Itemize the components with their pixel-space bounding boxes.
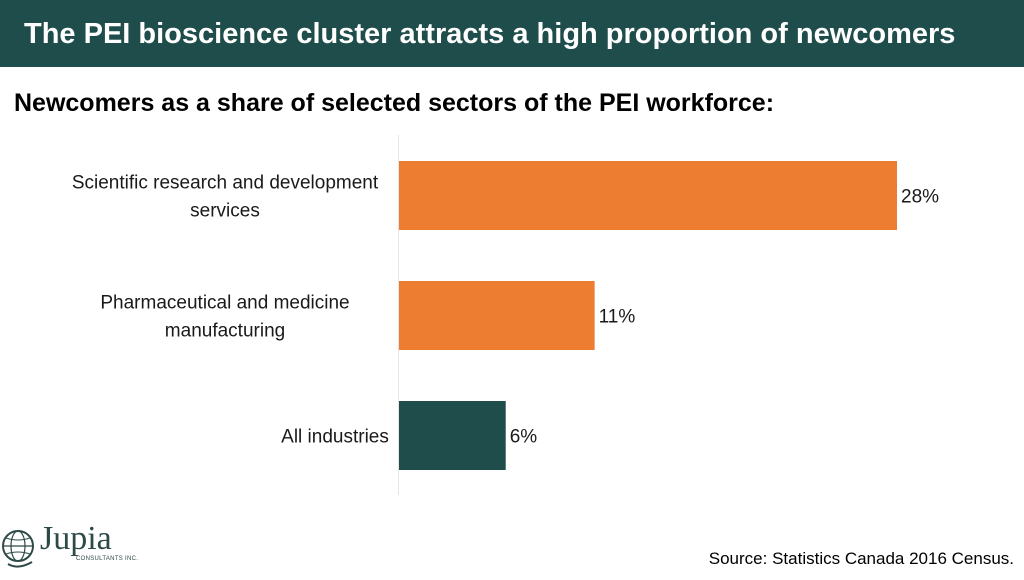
category-label-line: Pharmaceutical and medicine: [100, 293, 349, 314]
value-label-0: 28%: [901, 187, 939, 208]
bar-2: [399, 401, 506, 470]
category-label-line: All industries: [281, 427, 389, 448]
category-label-line: Scientific research and development: [72, 173, 379, 194]
page-title: The PEI bioscience cluster attracts a hi…: [24, 18, 956, 50]
bar-group: [399, 161, 897, 470]
globe-icon: [2, 530, 34, 568]
value-label-1: 11%: [599, 307, 636, 328]
logo-wordmark: Jupia: [40, 520, 112, 557]
category-label-2: All industries: [281, 427, 389, 448]
bar-1: [399, 281, 595, 350]
bar-0: [399, 161, 897, 230]
chart-subtitle: Newcomers as a share of selected sectors…: [14, 89, 775, 117]
logo-subtext: CONSULTANTS INC.: [76, 556, 139, 562]
category-label-line: services: [190, 201, 260, 222]
value-label-2: 6%: [510, 427, 538, 448]
category-label-line: manufacturing: [165, 321, 285, 342]
source-note: Source: Statistics Canada 2016 Census.: [708, 549, 1014, 568]
category-label-0: Scientific research and development servi…: [72, 173, 379, 222]
category-labels: Scientific research and development servi…: [72, 173, 389, 448]
jupia-logo: [0, 518, 160, 575]
title-banner: The PEI bioscience cluster attracts a hi…: [0, 0, 1024, 67]
value-labels: 28% 11% 6%: [510, 187, 939, 448]
category-label-1: Pharmaceutical and medicine manufacturing: [100, 293, 349, 342]
